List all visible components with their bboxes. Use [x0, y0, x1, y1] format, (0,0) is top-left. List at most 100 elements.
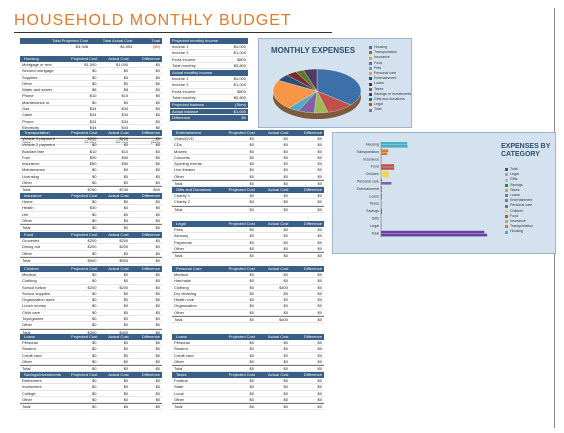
row-value[interactable]: $0 [155, 217, 161, 223]
row-value[interactable]: $0 [283, 154, 288, 160]
row-value[interactable]: $0 [123, 322, 129, 328]
row-value[interactable]: $0 [249, 284, 254, 290]
row-label[interactable]: Dry cleaning [174, 290, 197, 296]
row-value[interactable]: $0 [123, 217, 129, 223]
row-label[interactable]: Fuel [22, 154, 30, 160]
row-value[interactable]: $0 [283, 227, 288, 232]
row-value[interactable]: $0 [249, 167, 254, 173]
row-value[interactable]: $0 [92, 290, 97, 296]
row-value[interactable]: $0 [249, 290, 254, 296]
row-value[interactable]: $0 [123, 99, 129, 105]
row-value[interactable]: $0 [317, 278, 322, 284]
row-value[interactable]: $0 [249, 396, 254, 402]
row-label[interactable]: Other [174, 358, 185, 364]
row-value[interactable]: $34 [89, 112, 97, 118]
row-value[interactable]: $0 [92, 358, 97, 364]
row-value[interactable]: $0 [249, 245, 254, 251]
row-value[interactable]: $0 [283, 346, 288, 352]
row-value[interactable]: $0 [155, 278, 161, 284]
row-label[interactable]: Other [22, 396, 33, 402]
row-label[interactable]: School tuition [22, 284, 47, 290]
row-value[interactable]: $0 [317, 161, 322, 167]
row-label[interactable]: Clothing [22, 278, 37, 284]
row-value[interactable]: $0 [283, 148, 288, 154]
row-label[interactable]: Health club [174, 297, 195, 303]
row-value[interactable]: $0 [92, 211, 97, 217]
row-value[interactable]: $0 [123, 303, 129, 309]
row-label[interactable]: Cable [22, 112, 33, 118]
row-label[interactable]: Other [22, 322, 33, 328]
row-label[interactable]: Video/DVD [174, 136, 194, 141]
row-value[interactable]: $0 [249, 136, 254, 141]
row-label[interactable]: Second mortgage [22, 68, 54, 74]
row-label[interactable]: Sporting events [174, 161, 202, 167]
row-value[interactable]: $0 [155, 142, 161, 148]
income-value[interactable]: $5,800 [233, 94, 246, 100]
row-value[interactable]: $34 [121, 106, 129, 112]
row-value[interactable]: $0 [123, 378, 129, 383]
row-value[interactable]: $0 [92, 316, 97, 322]
row-value[interactable]: $0 [123, 316, 129, 322]
row-label[interactable]: Student [22, 346, 36, 352]
row-value[interactable]: $0 [283, 272, 288, 277]
row-value[interactable]: $0 [155, 297, 161, 303]
row-value[interactable]: $0 [249, 272, 254, 277]
row-value[interactable]: $0 [92, 278, 97, 284]
row-value[interactable]: $0 [249, 161, 254, 167]
row-value[interactable]: $0 [249, 154, 254, 160]
row-value[interactable]: $0 [317, 384, 322, 390]
row-value[interactable]: $0 [249, 227, 254, 232]
row-value[interactable]: $200 [87, 238, 97, 243]
row-label[interactable]: Insurance [22, 161, 40, 167]
row-value[interactable]: $0 [283, 173, 288, 179]
row-value[interactable]: $0 [123, 173, 129, 179]
row-value[interactable]: $0 [155, 161, 161, 167]
row-value[interactable]: $0 [92, 378, 97, 383]
row-label[interactable]: Organization dues [22, 297, 55, 303]
row-label[interactable]: Maintenance or [22, 99, 50, 105]
row-value[interactable]: $0 [317, 154, 322, 160]
row-value[interactable]: $0 [283, 384, 288, 390]
row-label[interactable]: CDs [174, 142, 182, 148]
row-value[interactable]: $0 [283, 199, 288, 205]
row-label[interactable]: Federal [174, 378, 188, 383]
row-value[interactable]: $0 [123, 142, 129, 148]
row-value[interactable]: $0 [283, 278, 288, 284]
row-value[interactable]: $0 [92, 352, 97, 358]
row-label[interactable]: Other [174, 173, 185, 179]
row-value[interactable]: $0 [155, 272, 161, 277]
row-label[interactable]: Other [22, 217, 33, 223]
row-value[interactable]: $10 [89, 93, 97, 99]
row-label[interactable]: Other [174, 309, 185, 315]
row-label[interactable]: Clothing [174, 284, 189, 290]
row-value[interactable]: $0 [92, 250, 97, 256]
row-value[interactable]: $0 [92, 309, 97, 315]
row-value[interactable]: $0 [317, 142, 322, 148]
row-label[interactable]: Movies [174, 148, 187, 154]
row-label[interactable]: Vehicle 2 payment [22, 142, 55, 148]
row-value[interactable]: $0 [155, 99, 161, 105]
row-label[interactable]: Other [174, 245, 185, 251]
row-label[interactable]: Maintenance [22, 167, 45, 173]
row-value[interactable]: $0 [155, 316, 161, 322]
row-value[interactable]: $0 [283, 352, 288, 358]
row-value[interactable]: $50 [89, 161, 97, 167]
row-value[interactable]: $0 [317, 233, 322, 239]
row-value[interactable]: $0 [155, 136, 161, 141]
row-value[interactable]: $200 [87, 284, 97, 290]
row-value[interactable]: $0 [155, 173, 161, 179]
row-value[interactable]: $0 [283, 297, 288, 303]
row-value[interactable]: $10 [121, 148, 129, 154]
row-label[interactable]: Fees [174, 227, 183, 232]
row-value[interactable]: $0 [249, 358, 254, 364]
row-value[interactable]: $0 [155, 396, 161, 402]
row-value[interactable]: $0 [92, 396, 97, 402]
row-value[interactable]: $0 [283, 167, 288, 173]
row-value[interactable]: $0 [155, 378, 161, 383]
row-value[interactable]: $0 [92, 80, 97, 86]
row-value[interactable]: $0 [317, 136, 322, 141]
row-value[interactable]: $0 [317, 227, 322, 232]
row-value[interactable]: $0 [123, 211, 129, 217]
income-value[interactable]: $4,000 [233, 44, 246, 49]
row-value[interactable]: $0 [249, 148, 254, 154]
